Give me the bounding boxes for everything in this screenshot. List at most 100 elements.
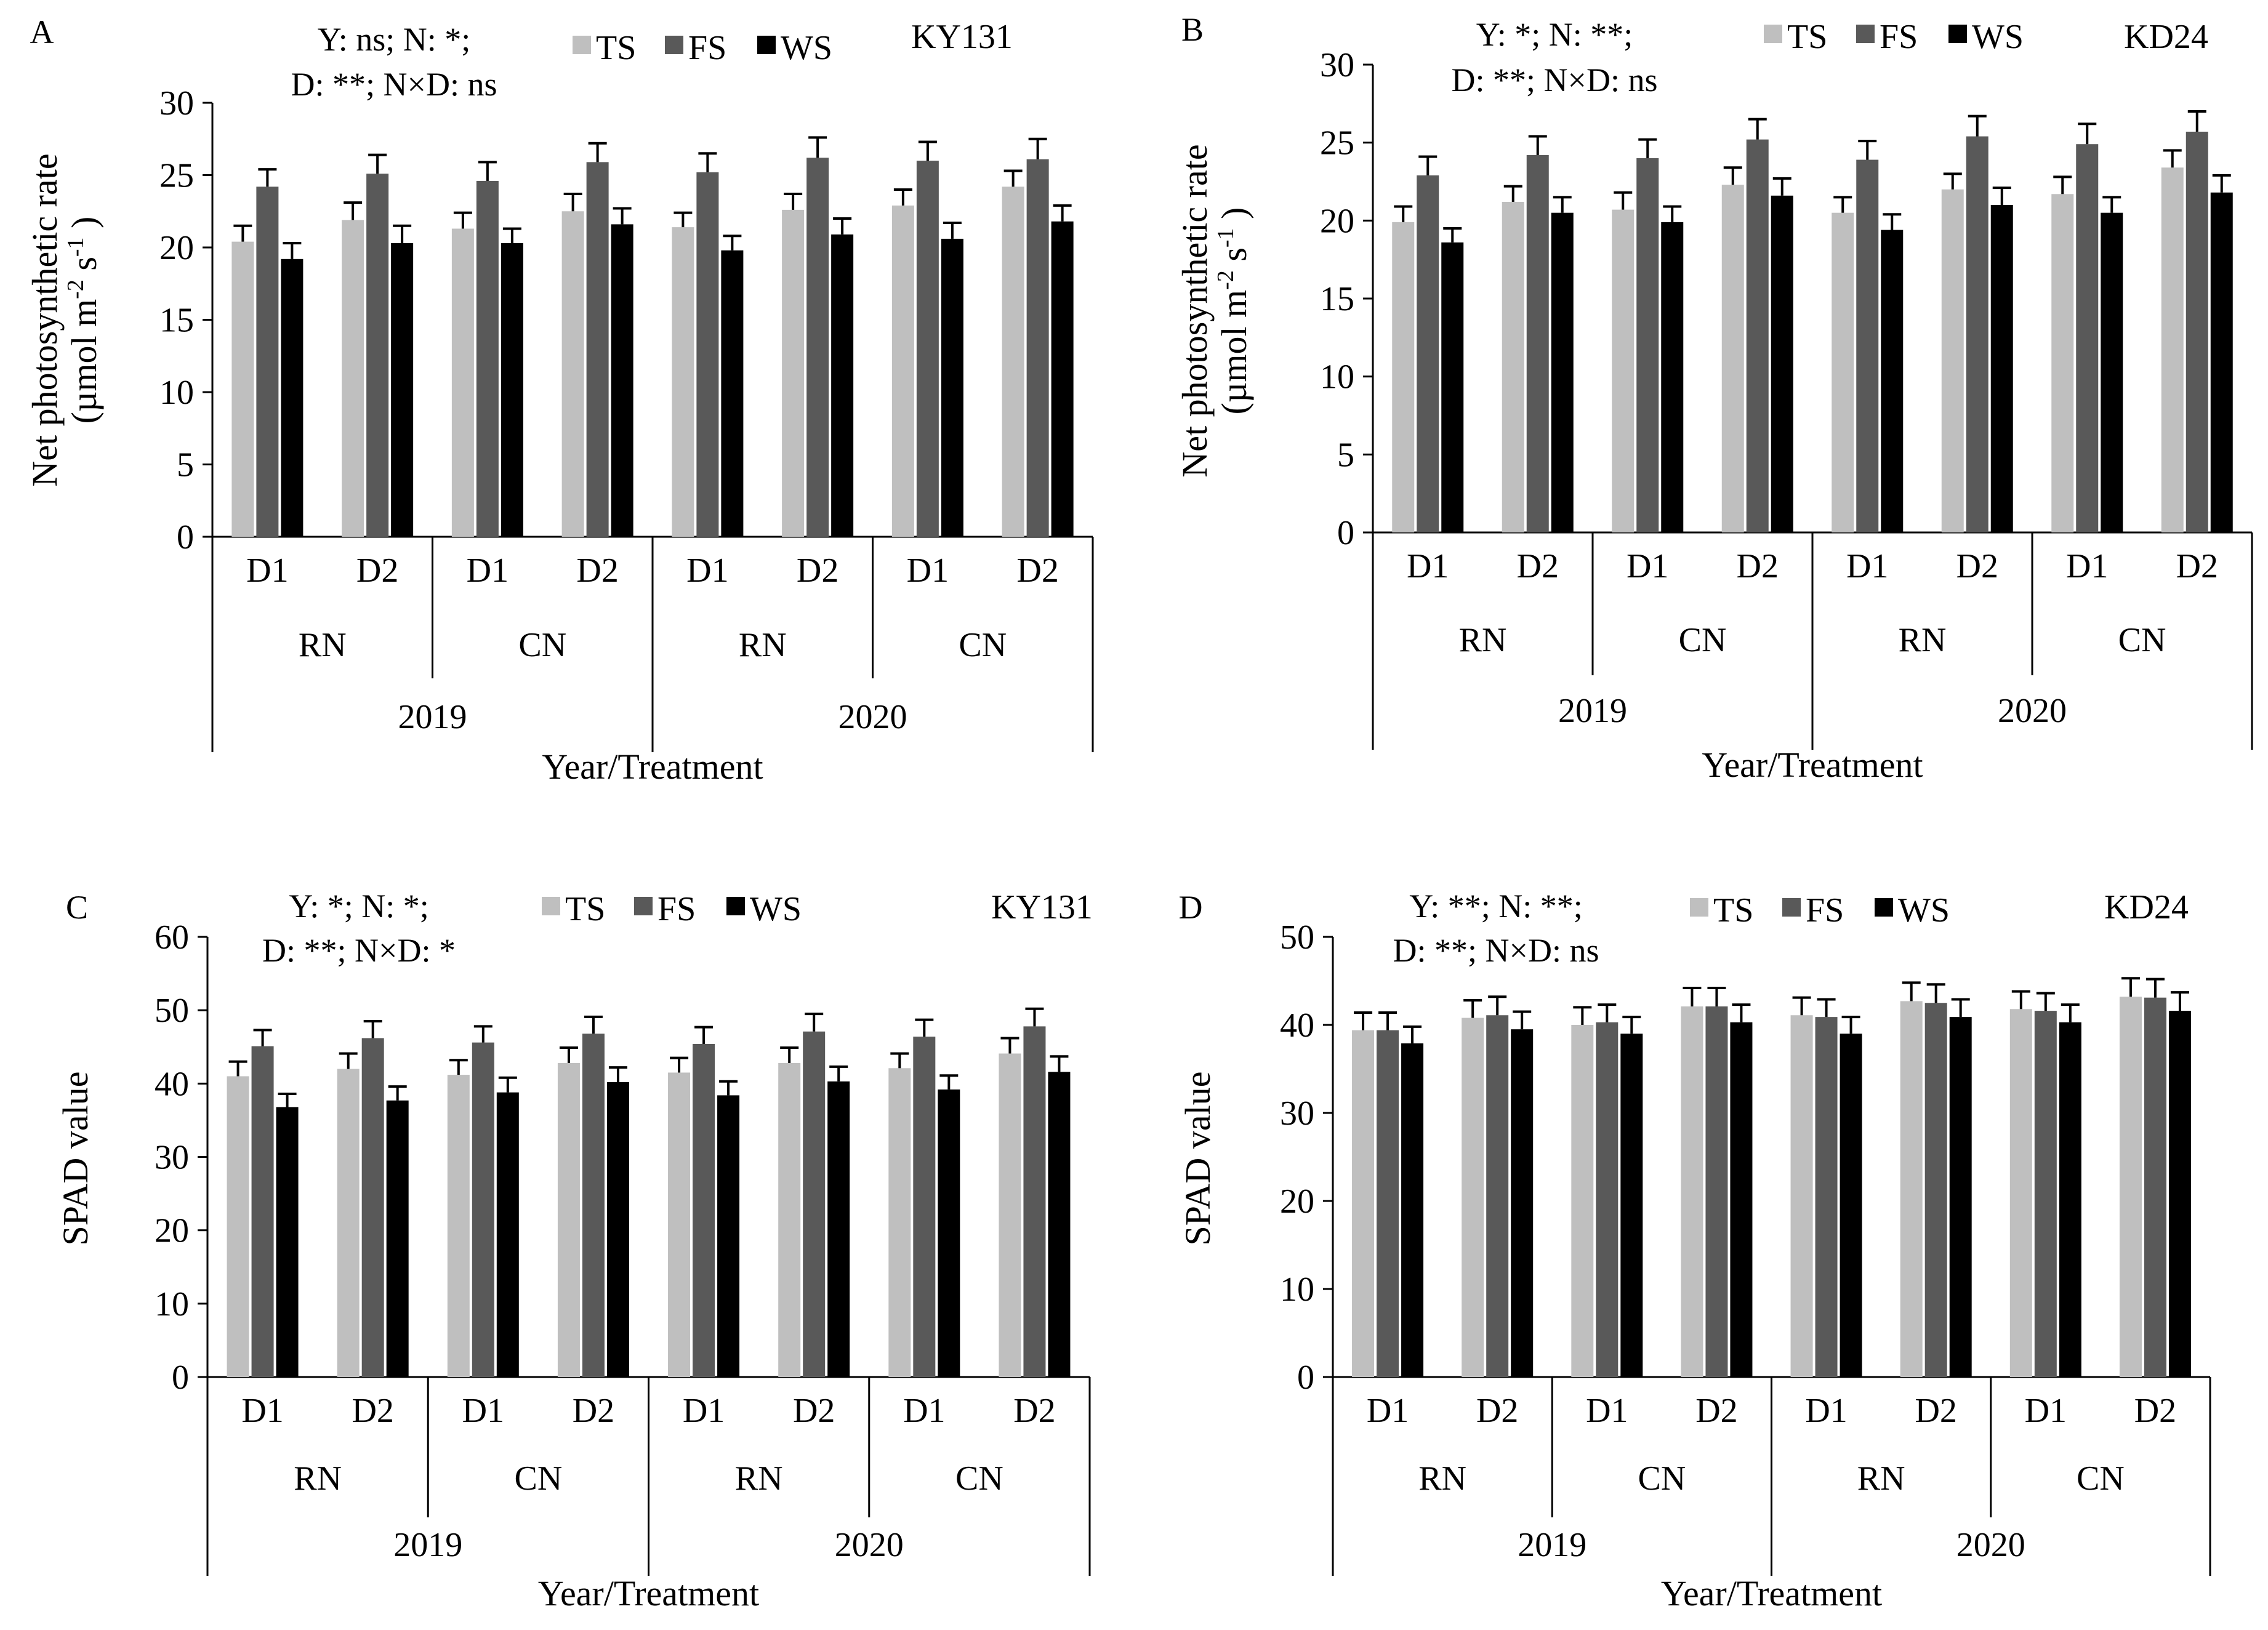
legend-label-ts: TS [1787,18,1827,56]
density-label: D1 [2066,547,2108,585]
bar-ws [1661,222,1684,532]
y-tick-label: 20 [1320,202,1354,240]
bar-fs [916,161,939,537]
bar-fs [1417,175,1439,532]
y-tick-label: 40 [1280,1006,1314,1045]
legend-swatch-ws [1948,25,1967,43]
legend-label-ws: WS [1898,891,1950,929]
y-tick-label: 50 [155,992,189,1030]
density-label: D2 [576,552,618,590]
variety-label: KD24 [2104,888,2189,926]
bar-ws [2168,1011,2191,1377]
y-tick-label: 15 [159,302,194,340]
bar-ts [561,211,584,537]
density-label: D2 [352,1392,393,1430]
density-label: D1 [241,1392,283,1430]
year-label: 2020 [838,698,907,736]
bar-ws [831,234,854,537]
bar-ts [2119,997,2142,1377]
bar-fs [582,1034,605,1377]
legend-swatch-ws [726,897,745,915]
variety-label: KD24 [2124,18,2208,56]
y-tick-label: 0 [172,1359,189,1397]
legend-swatch-ws [1875,898,1893,917]
bar-fs [1815,1017,1838,1377]
panel-letter: D [1179,889,1203,926]
legend-swatch-ts [1764,25,1782,43]
y-tick-label: 25 [159,157,194,195]
density-label: D1 [462,1392,504,1430]
bar-ts [1612,209,1635,533]
bar-fs [693,1043,715,1377]
bar-ts [2009,1009,2032,1377]
bar-ws [1990,205,2013,532]
y-axis-units: (µmol m-2 s-1 ) [1213,207,1254,415]
year-label: 2019 [398,698,467,736]
density-label: D2 [1476,1392,1518,1430]
y-tick-label: 10 [155,1285,189,1323]
y-tick-label: 0 [1297,1359,1314,1397]
density-label: D1 [1407,547,1449,585]
legend: TS FS WS [1690,891,1950,929]
density-label: D1 [1846,547,1888,585]
legend-label-ts: TS [565,890,605,928]
bar-fs [1856,159,1879,532]
bar-ws [717,1095,740,1377]
bar-ws [2210,192,2233,532]
bar-ws [276,1107,299,1377]
bar-ts [1900,1001,1923,1377]
bar-fs [1026,159,1049,537]
stats-line-1: Y: *; N: **; [1476,16,1633,53]
bar-ws [496,1092,519,1377]
year-label: 2019 [393,1526,462,1564]
bar-fs [1377,1030,1399,1377]
nitrogen-label: CN [2077,1459,2125,1498]
bar-ts [2161,167,2184,532]
bar-ws [941,238,963,537]
nitrogen-label: CN [1679,621,1727,659]
density-label: D2 [1517,547,1559,585]
year-label: 2020 [1956,1526,2025,1564]
bar-ws [1511,1029,1534,1377]
density-label: D2 [1013,1392,1055,1430]
stats-line-1: Y: **; N: **; [1409,888,1583,925]
bar-ws [1771,195,1793,532]
bar-fs [251,1046,274,1377]
bar-fs [1746,139,1769,533]
unit-text: (µmol m [64,299,104,424]
nitrogen-label: RN [739,626,787,664]
bar-ws [606,1082,629,1377]
bar-ts [1002,187,1024,537]
stats-line-2: D: **; N×D: ns [1393,932,1599,969]
density-label: D2 [356,552,398,590]
y-tick-label: 20 [1280,1182,1314,1221]
y-tick-label: 0 [1337,514,1354,552]
bar-fs [256,187,279,537]
legend-label-fs: FS [657,890,696,928]
density-label: D1 [2025,1392,2067,1430]
bar-ws [938,1089,960,1377]
y-axis-title: SPAD value [55,1071,95,1245]
variety-label: KY131 [911,18,1013,56]
bar-fs [1023,1026,1046,1377]
nitrogen-label: RN [1899,621,1947,659]
bar-fs [913,1037,936,1377]
bar-ts [672,227,694,537]
legend-label-fs: FS [688,29,726,67]
bar-ts [1352,1030,1375,1377]
y-tick-label: 0 [177,518,194,556]
bar-fs [1526,155,1549,532]
bar-fs [2034,1011,2057,1377]
y-tick-label: 20 [155,1212,189,1250]
unit-exponent: -2 [63,279,89,299]
legend-label-ws: WS [1972,18,2024,56]
nitrogen-label: CN [955,1459,1003,1498]
bar-fs [1705,1006,1728,1377]
y-tick-label: 30 [1280,1094,1314,1133]
bar-ws [1730,1022,1753,1377]
bar-fs [2144,997,2166,1377]
stats-line-2: D: **; N×D: * [262,932,456,969]
bar-ts [1681,1006,1703,1377]
y-axis-units: (µmol m-2 s-1 ) [63,217,104,424]
